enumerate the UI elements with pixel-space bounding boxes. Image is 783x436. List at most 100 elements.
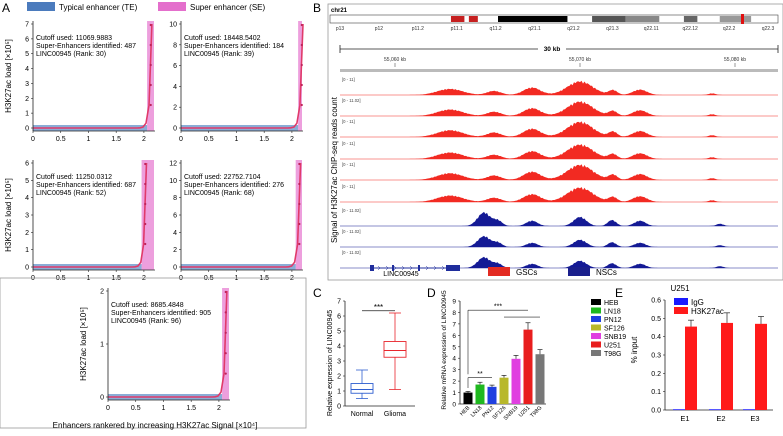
se-point [300,103,303,107]
band-label: q22.11 [644,26,659,32]
signal-peak [340,80,778,95]
legend-swatch [591,341,601,348]
sig-label: *** [494,303,502,310]
band-label: p12 [375,26,384,32]
strand-arrow [441,265,445,271]
x-tick-label: 0 [106,405,110,412]
legend-label: T98G [604,351,622,358]
bar-igg-e1 [673,409,685,411]
x-tick-label: 0.5 [56,275,66,282]
x-tick-label: 1.5 [111,275,121,282]
y-tick-label: 5 [25,178,29,185]
band-label: q22.12 [683,26,699,32]
coord-label: 55,070 kb [569,57,591,63]
signal-peak [340,144,778,159]
se-point [149,83,152,87]
legend-se-swatch [158,2,186,11]
se-point [224,372,227,375]
y-tick-label: 7 [452,321,456,328]
band-label: q22.3 [762,26,775,32]
band-label: p13 [336,26,345,32]
subplot-ylabel: H3K27ac load [×10⁵] [79,307,88,381]
band-label: p11.2 [412,26,424,32]
panel-b-frame [327,3,783,281]
bar-pn12 [487,386,497,404]
se-point [298,222,301,226]
se-point [298,202,301,206]
y-tick-label: 0.0 [651,408,661,415]
y-tick-label: 6 [25,161,29,168]
legend-te-label: Typical enhancer (TE) [59,3,138,12]
se-point [149,23,152,27]
panel-a-xlabel: Enhancers rankered by increasing H3K27ac… [53,421,258,430]
bar-sf126 [499,377,509,404]
x-tick-label: 0.5 [204,275,214,282]
strand-arrow [409,265,413,271]
legend-label: IgG [691,298,704,307]
bar-h3k27ac-e1 [685,326,697,410]
scale-bar: 30 kb 55,060 kb 55,070 kb 55,080 kb [339,43,779,72]
se-point [300,63,303,67]
signal-peak [340,235,778,247]
se-point [144,202,147,206]
subplot-info-line: LINC00945 (Rank: 96) [111,318,181,325]
subplot-info-line: Super-Enhancers identified: 276 [184,182,284,189]
ranked-curve [33,23,153,129]
signal-peak [340,256,778,268]
legend-te-swatch [27,2,55,11]
gsc-track: [0 - 11] [340,162,778,181]
bar-igg-e2 [709,409,721,411]
sig-label: ** [477,371,483,378]
track-range: [0 - 11] [342,119,355,124]
strand-arrow [393,265,397,271]
legend-label: SNB19 [604,334,626,341]
y-tick-label: 0.2 [651,371,661,378]
strand-arrow [401,265,405,271]
chrom-label: chr21 [331,8,348,14]
y-tick-label: 7 [337,299,341,306]
x-tick-label: 1 [235,275,239,282]
bar-heb [463,392,473,404]
subplot-info-line: Super-Enhancers identified: 184 [184,43,284,50]
legend-swatch [591,333,601,339]
coord-label: 55,060 kb [384,57,406,63]
subplot-info-line: LINC00945 (Rank: 30) [36,51,106,58]
y-tick-label: 9 [452,299,456,306]
legend-label: H3K27ac [691,307,724,316]
cytoband [450,16,465,22]
x-category-label: E2 [716,414,725,423]
ranked-curve [181,23,304,129]
track-range: [0 - 11.02] [342,208,361,213]
box-iqr [350,383,374,394]
track-range: [0 - 11] [342,77,355,82]
band-label: q11.2 [490,26,502,32]
panel-d-barchart: 0123456789HEBLN18PN12SF126SNB19U251T98G*… [452,299,626,422]
x-tick-label: 1.5 [259,136,269,143]
band-label: q21.2 [567,26,580,32]
panel-a-frame [0,277,307,429]
cytoband [498,16,568,22]
y-tick-label: 4 [337,344,341,351]
y-tick-label: 0.5 [651,316,661,323]
gene-exon [370,265,374,271]
x-category-label: Glioma [384,411,406,418]
se-subplot-2: 0 2 4 6 8 10 0 0.5 1 1.5 2 Cutoff used: 18448.5402S… [169,21,304,143]
cytoband [468,16,478,22]
y-tick-label: 2 [173,105,177,112]
panel-c-boxplot: 0 1 2 3 4 5 6 7 Normal Glioma *** [337,299,415,418]
y-tick-label: 4 [173,84,177,91]
x-tick-label: 0.5 [56,136,66,143]
gsc-track: [0 - 11.02] [340,98,778,117]
se-point [144,162,147,166]
subplot-info-line: Cutoff used: 11069.9883 [36,35,112,42]
legend-swatch [674,298,688,305]
y-tick-label: 5 [25,51,29,58]
legend-label: U251 [604,343,621,350]
x-tick-label: 2 [217,405,221,412]
y-tick-label: 2 [337,374,341,381]
bar-snb19 [511,358,521,404]
se-subplot-3: 0 1 2 3 4 5 6 0 0.5 1 1.5 2 Cutoff used: 11250.0312S… [4,160,155,282]
strand-arrow [425,265,429,271]
